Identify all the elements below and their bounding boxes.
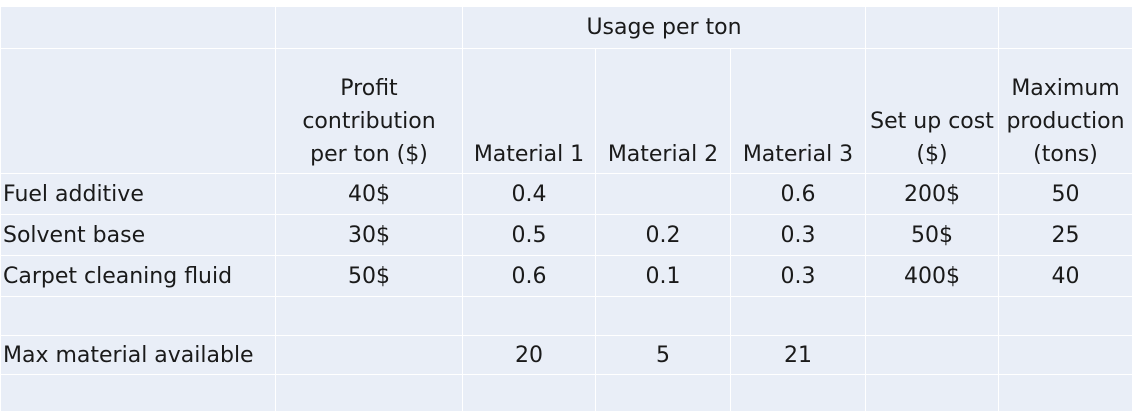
page-edge [1132,0,1138,419]
empty-cell [595,374,731,413]
max-material-row: Max material available 20 5 21 [0,335,1134,375]
max-material-label: Max material available [0,335,276,375]
header-line: contribution [302,109,436,134]
empty-cell [275,335,463,375]
spacer-row [0,296,1134,336]
setup-cost-header: Set up cost ($) [865,48,1000,174]
material-3-cell: 0.6 [729,173,867,215]
product-name-cell: Carpet cleaning fluid [0,255,276,297]
spacer-row [0,374,1134,413]
table-row: Carpet cleaning fluid 50$ 0.6 0.1 0.3 40… [0,255,1134,297]
material-1-cell: 0.5 [462,214,596,256]
empty-cell [865,296,1000,336]
product-name-cell: Solvent base [0,214,276,256]
header-line: production [1006,109,1125,134]
empty-cell [0,296,276,336]
data-table-region: Usage per ton Profit contribution per to… [0,6,1134,413]
material-3-header: Material 3 [729,48,867,174]
material-2-cell: 0.2 [595,214,731,256]
product-name-cell: Fuel additive [0,173,276,215]
empty-cell [595,296,731,336]
setup-cost-cell: 400$ [865,255,1000,297]
table-row: Fuel additive 40$ 0.4 0.6 200$ 50 [0,173,1134,215]
profit-cell: 40$ [275,173,463,215]
material-3-cell: 0.3 [729,255,867,297]
header-line: ($) [916,142,948,167]
empty-cell [998,335,1134,375]
column-header-row: Profit contribution per ton ($) Material… [0,48,1134,174]
empty-cell [998,296,1134,336]
empty-cell [729,296,867,336]
profit-cell: 50$ [275,255,463,297]
max-material-3-cell: 21 [729,335,867,375]
header-line: Profit [340,76,398,101]
empty-cell [275,296,463,336]
usage-per-ton-header: Usage per ton [461,6,867,49]
max-production-header: Maximum production (tons) [998,48,1134,174]
material-2-cell [595,173,731,215]
empty-cell [0,6,276,49]
group-header-row: Usage per ton [0,6,1134,49]
max-production-cell: 40 [998,255,1134,297]
empty-cell [865,374,1000,413]
material-1-cell: 0.6 [462,255,596,297]
empty-cell [0,48,276,174]
empty-cell [462,374,596,413]
max-production-cell: 50 [998,173,1134,215]
empty-cell [462,296,596,336]
profit-cell: 30$ [275,214,463,256]
header-line: Maximum [1011,76,1120,101]
empty-cell [0,374,276,413]
setup-cost-cell: 50$ [865,214,1000,256]
empty-cell [275,6,463,49]
material-usage-table: Usage per ton Profit contribution per to… [0,6,1134,413]
setup-cost-cell: 200$ [865,173,1000,215]
material-2-header: Material 2 [595,48,731,174]
profit-contribution-header: Profit contribution per ton ($) [275,48,463,174]
table-row: Solvent base 30$ 0.5 0.2 0.3 50$ 25 [0,214,1134,256]
max-production-cell: 25 [998,214,1134,256]
material-1-header: Material 1 [462,48,596,174]
empty-cell [865,6,1000,49]
header-line: Set up cost [870,109,994,134]
empty-cell [865,335,1000,375]
material-3-cell: 0.3 [729,214,867,256]
empty-cell [275,374,463,413]
max-material-2-cell: 5 [595,335,731,375]
max-material-1-cell: 20 [462,335,596,375]
header-line: (tons) [1033,142,1098,167]
material-1-cell: 0.4 [462,173,596,215]
empty-cell [998,6,1134,49]
header-line: per ton ($) [310,142,428,167]
empty-cell [729,374,867,413]
empty-cell [998,374,1134,413]
material-2-cell: 0.1 [595,255,731,297]
